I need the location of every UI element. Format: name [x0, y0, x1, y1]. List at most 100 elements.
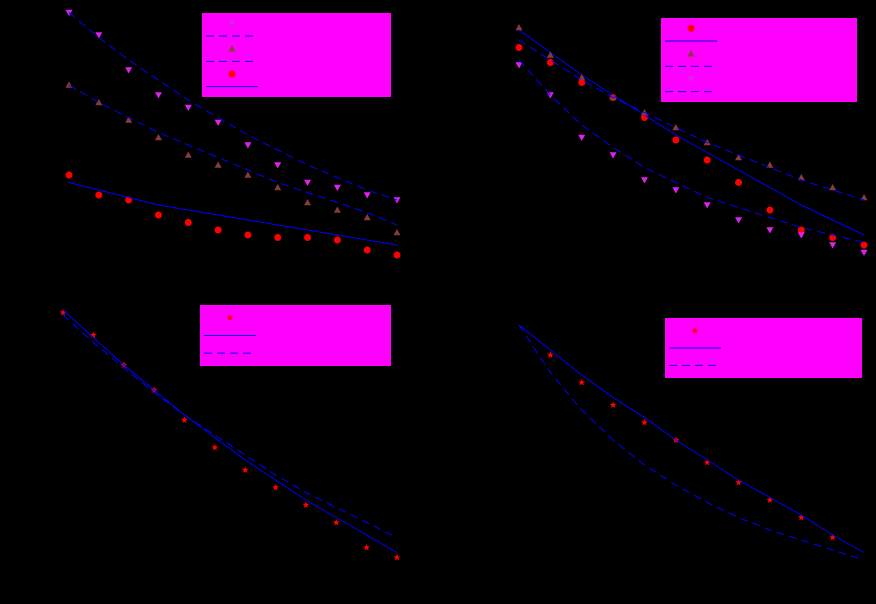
- data-point: [154, 92, 162, 99]
- legend-marker: [687, 76, 695, 83]
- data-point: [672, 187, 680, 194]
- data-point: [184, 151, 192, 158]
- data-point: [244, 142, 252, 149]
- data-point: [393, 554, 401, 561]
- data-point: [578, 79, 586, 86]
- data-point: [515, 24, 523, 31]
- data-point: [125, 67, 133, 74]
- data-point: [703, 156, 711, 164]
- legend-marker: [687, 50, 695, 57]
- legend-box: [661, 18, 857, 102]
- data-point: [578, 134, 586, 141]
- data-point: [59, 309, 67, 316]
- data-point: [829, 534, 836, 541]
- fit-line: [518, 39, 865, 201]
- data-point: [125, 116, 133, 123]
- data-point: [393, 229, 401, 236]
- data-point: [332, 519, 340, 526]
- data-point: [333, 184, 341, 191]
- data-point: [304, 199, 312, 206]
- fit-line: [68, 12, 398, 201]
- data-point: [274, 234, 282, 241]
- data-point: [272, 484, 279, 491]
- data-point: [515, 62, 523, 69]
- fit-line: [518, 29, 865, 236]
- legend-marker: [228, 70, 236, 78]
- data-point: [672, 136, 680, 144]
- data-point: [546, 59, 554, 66]
- legend-marker: [226, 314, 234, 321]
- data-point: [363, 192, 371, 199]
- data-point: [797, 174, 805, 181]
- data-point: [735, 154, 743, 161]
- data-point: [641, 419, 648, 426]
- data-point: [184, 219, 192, 226]
- data-point: [797, 232, 805, 239]
- data-point: [393, 251, 401, 259]
- data-point: [363, 544, 370, 551]
- fit-line: [68, 84, 398, 226]
- data-point: [304, 179, 312, 186]
- data-point: [515, 44, 523, 51]
- data-point: [703, 459, 711, 466]
- data-point: [735, 479, 742, 486]
- data-point: [244, 171, 252, 178]
- legend: [661, 18, 857, 102]
- data-point: [797, 226, 805, 234]
- data-point: [333, 236, 341, 244]
- data-point: [860, 249, 868, 256]
- legend: [665, 318, 862, 378]
- data-point: [333, 206, 341, 213]
- data-point: [797, 514, 805, 521]
- data-point: [735, 179, 743, 186]
- data-point: [154, 211, 162, 219]
- data-point: [363, 214, 371, 221]
- data-point: [241, 466, 249, 473]
- data-point: [214, 226, 222, 234]
- data-point: [735, 217, 743, 224]
- data-point: [65, 171, 73, 179]
- data-point: [640, 177, 648, 184]
- data-point: [829, 242, 837, 249]
- legend: [202, 13, 391, 97]
- data-point: [766, 227, 774, 234]
- data-point: [274, 162, 282, 169]
- legend-box: [202, 13, 391, 97]
- data-point: [703, 202, 711, 209]
- data-point: [609, 152, 617, 159]
- data-point: [211, 444, 219, 451]
- data-point: [214, 161, 222, 168]
- data-point: [181, 416, 188, 423]
- data-point: [766, 161, 774, 168]
- data-point: [766, 206, 774, 214]
- data-point: [304, 234, 312, 241]
- data-point: [672, 124, 680, 131]
- data-point: [154, 134, 162, 141]
- legend-marker: [687, 24, 695, 32]
- fit-line: [62, 309, 398, 553]
- data-point: [274, 184, 282, 191]
- data-point: [546, 51, 554, 58]
- legend-marker: [691, 327, 699, 334]
- fit-line: [68, 182, 398, 246]
- data-point: [302, 501, 310, 508]
- data-point: [244, 231, 252, 239]
- data-point: [860, 241, 868, 249]
- data-point: [393, 197, 401, 204]
- fit-line: [518, 324, 865, 561]
- data-point: [578, 379, 586, 386]
- legend-marker: [228, 20, 236, 27]
- data-point: [860, 194, 868, 201]
- data-point: [829, 184, 837, 191]
- data-point: [95, 99, 103, 106]
- data-point: [214, 119, 222, 126]
- data-point: [184, 104, 192, 111]
- data-point: [95, 191, 103, 199]
- data-point: [766, 496, 774, 503]
- fit-line: [518, 324, 865, 553]
- fit-line: [518, 59, 865, 243]
- data-point: [363, 246, 371, 254]
- data-point: [95, 32, 103, 39]
- fit-line: [62, 314, 398, 538]
